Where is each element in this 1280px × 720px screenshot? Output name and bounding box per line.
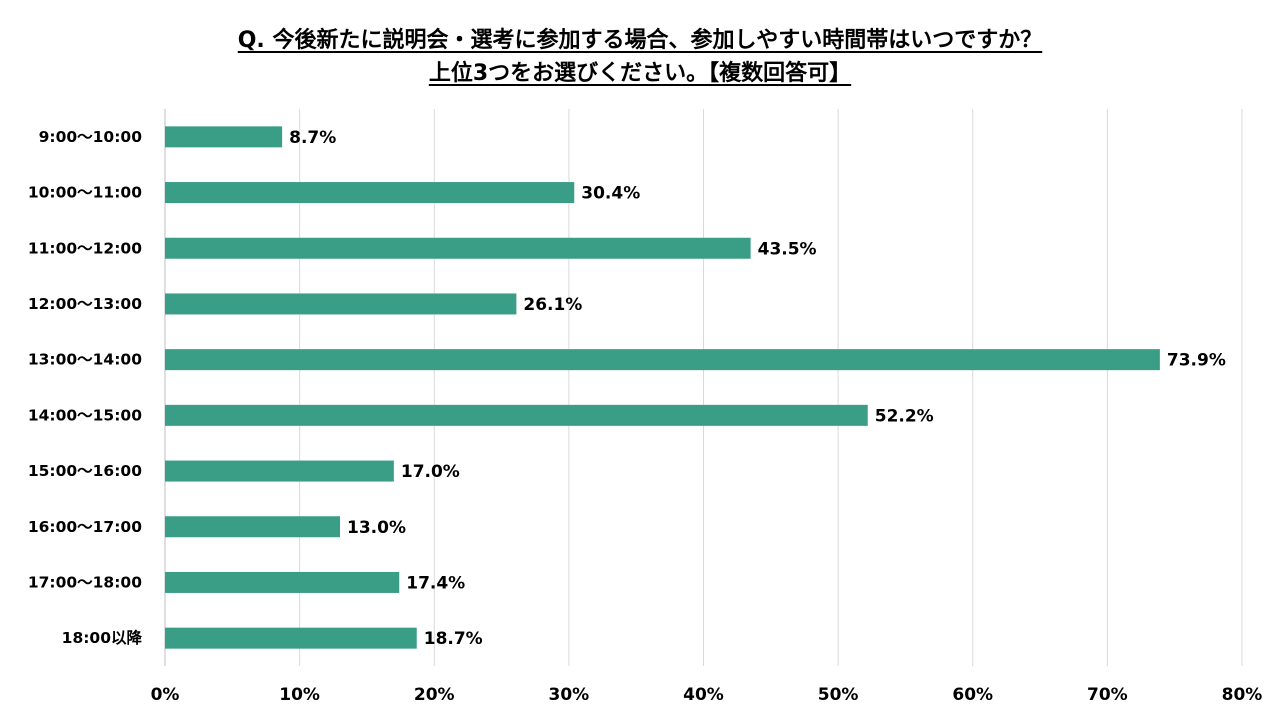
chart-subtitle: 上位3つをお選びください。【複数回答可】 xyxy=(428,61,852,86)
data-label: 52.2% xyxy=(875,406,934,426)
data-label: 13.0% xyxy=(347,518,406,538)
x-tick-label: 10% xyxy=(279,685,320,705)
category-label: 17:00〜18:00 xyxy=(28,573,142,591)
category-label: 12:00〜13:00 xyxy=(28,295,142,313)
category-label: 15:00〜16:00 xyxy=(28,462,142,480)
bar xyxy=(165,237,751,259)
bar xyxy=(165,293,517,315)
category-label: 11:00〜12:00 xyxy=(28,239,142,257)
data-label: 17.4% xyxy=(406,573,465,593)
bar xyxy=(165,516,341,538)
x-tick-label: 80% xyxy=(1222,685,1263,705)
bar xyxy=(165,126,283,148)
data-label: 18.7% xyxy=(424,629,483,649)
data-label: 73.9% xyxy=(1167,351,1226,371)
data-label: 8.7% xyxy=(289,128,336,148)
x-tick-label: 40% xyxy=(683,685,724,705)
bar xyxy=(165,460,394,482)
bar xyxy=(165,349,1160,371)
category-label: 9:00〜10:00 xyxy=(39,128,143,146)
category-label: 16:00〜17:00 xyxy=(28,518,142,536)
category-label: 18:00以降 xyxy=(62,628,143,647)
x-tick-label: 70% xyxy=(1087,685,1128,705)
bar xyxy=(165,571,400,593)
chart-title-line1: Q. 今後新たに説明会・選考に参加する場合、参加しやすい時間帯はいつですか？ xyxy=(237,28,1043,53)
chart-title: Q. 今後新たに説明会・選考に参加する場合、参加しやすい時間帯はいつですか？ 上… xyxy=(0,24,1280,90)
x-tick-label: 0% xyxy=(151,685,180,705)
data-label: 17.0% xyxy=(401,462,460,482)
bar xyxy=(165,404,868,426)
category-label: 14:00〜15:00 xyxy=(28,406,142,424)
data-label: 26.1% xyxy=(523,295,582,315)
data-label: 43.5% xyxy=(758,239,817,259)
x-tick-label: 30% xyxy=(549,685,590,705)
bar xyxy=(165,182,575,204)
x-tick-label: 60% xyxy=(952,685,993,705)
bar xyxy=(165,627,417,649)
category-label: 10:00〜11:00 xyxy=(28,184,142,202)
category-label: 13:00〜14:00 xyxy=(28,351,142,369)
x-tick-label: 50% xyxy=(818,685,859,705)
x-tick-label: 20% xyxy=(414,685,455,705)
data-label: 30.4% xyxy=(581,184,640,204)
